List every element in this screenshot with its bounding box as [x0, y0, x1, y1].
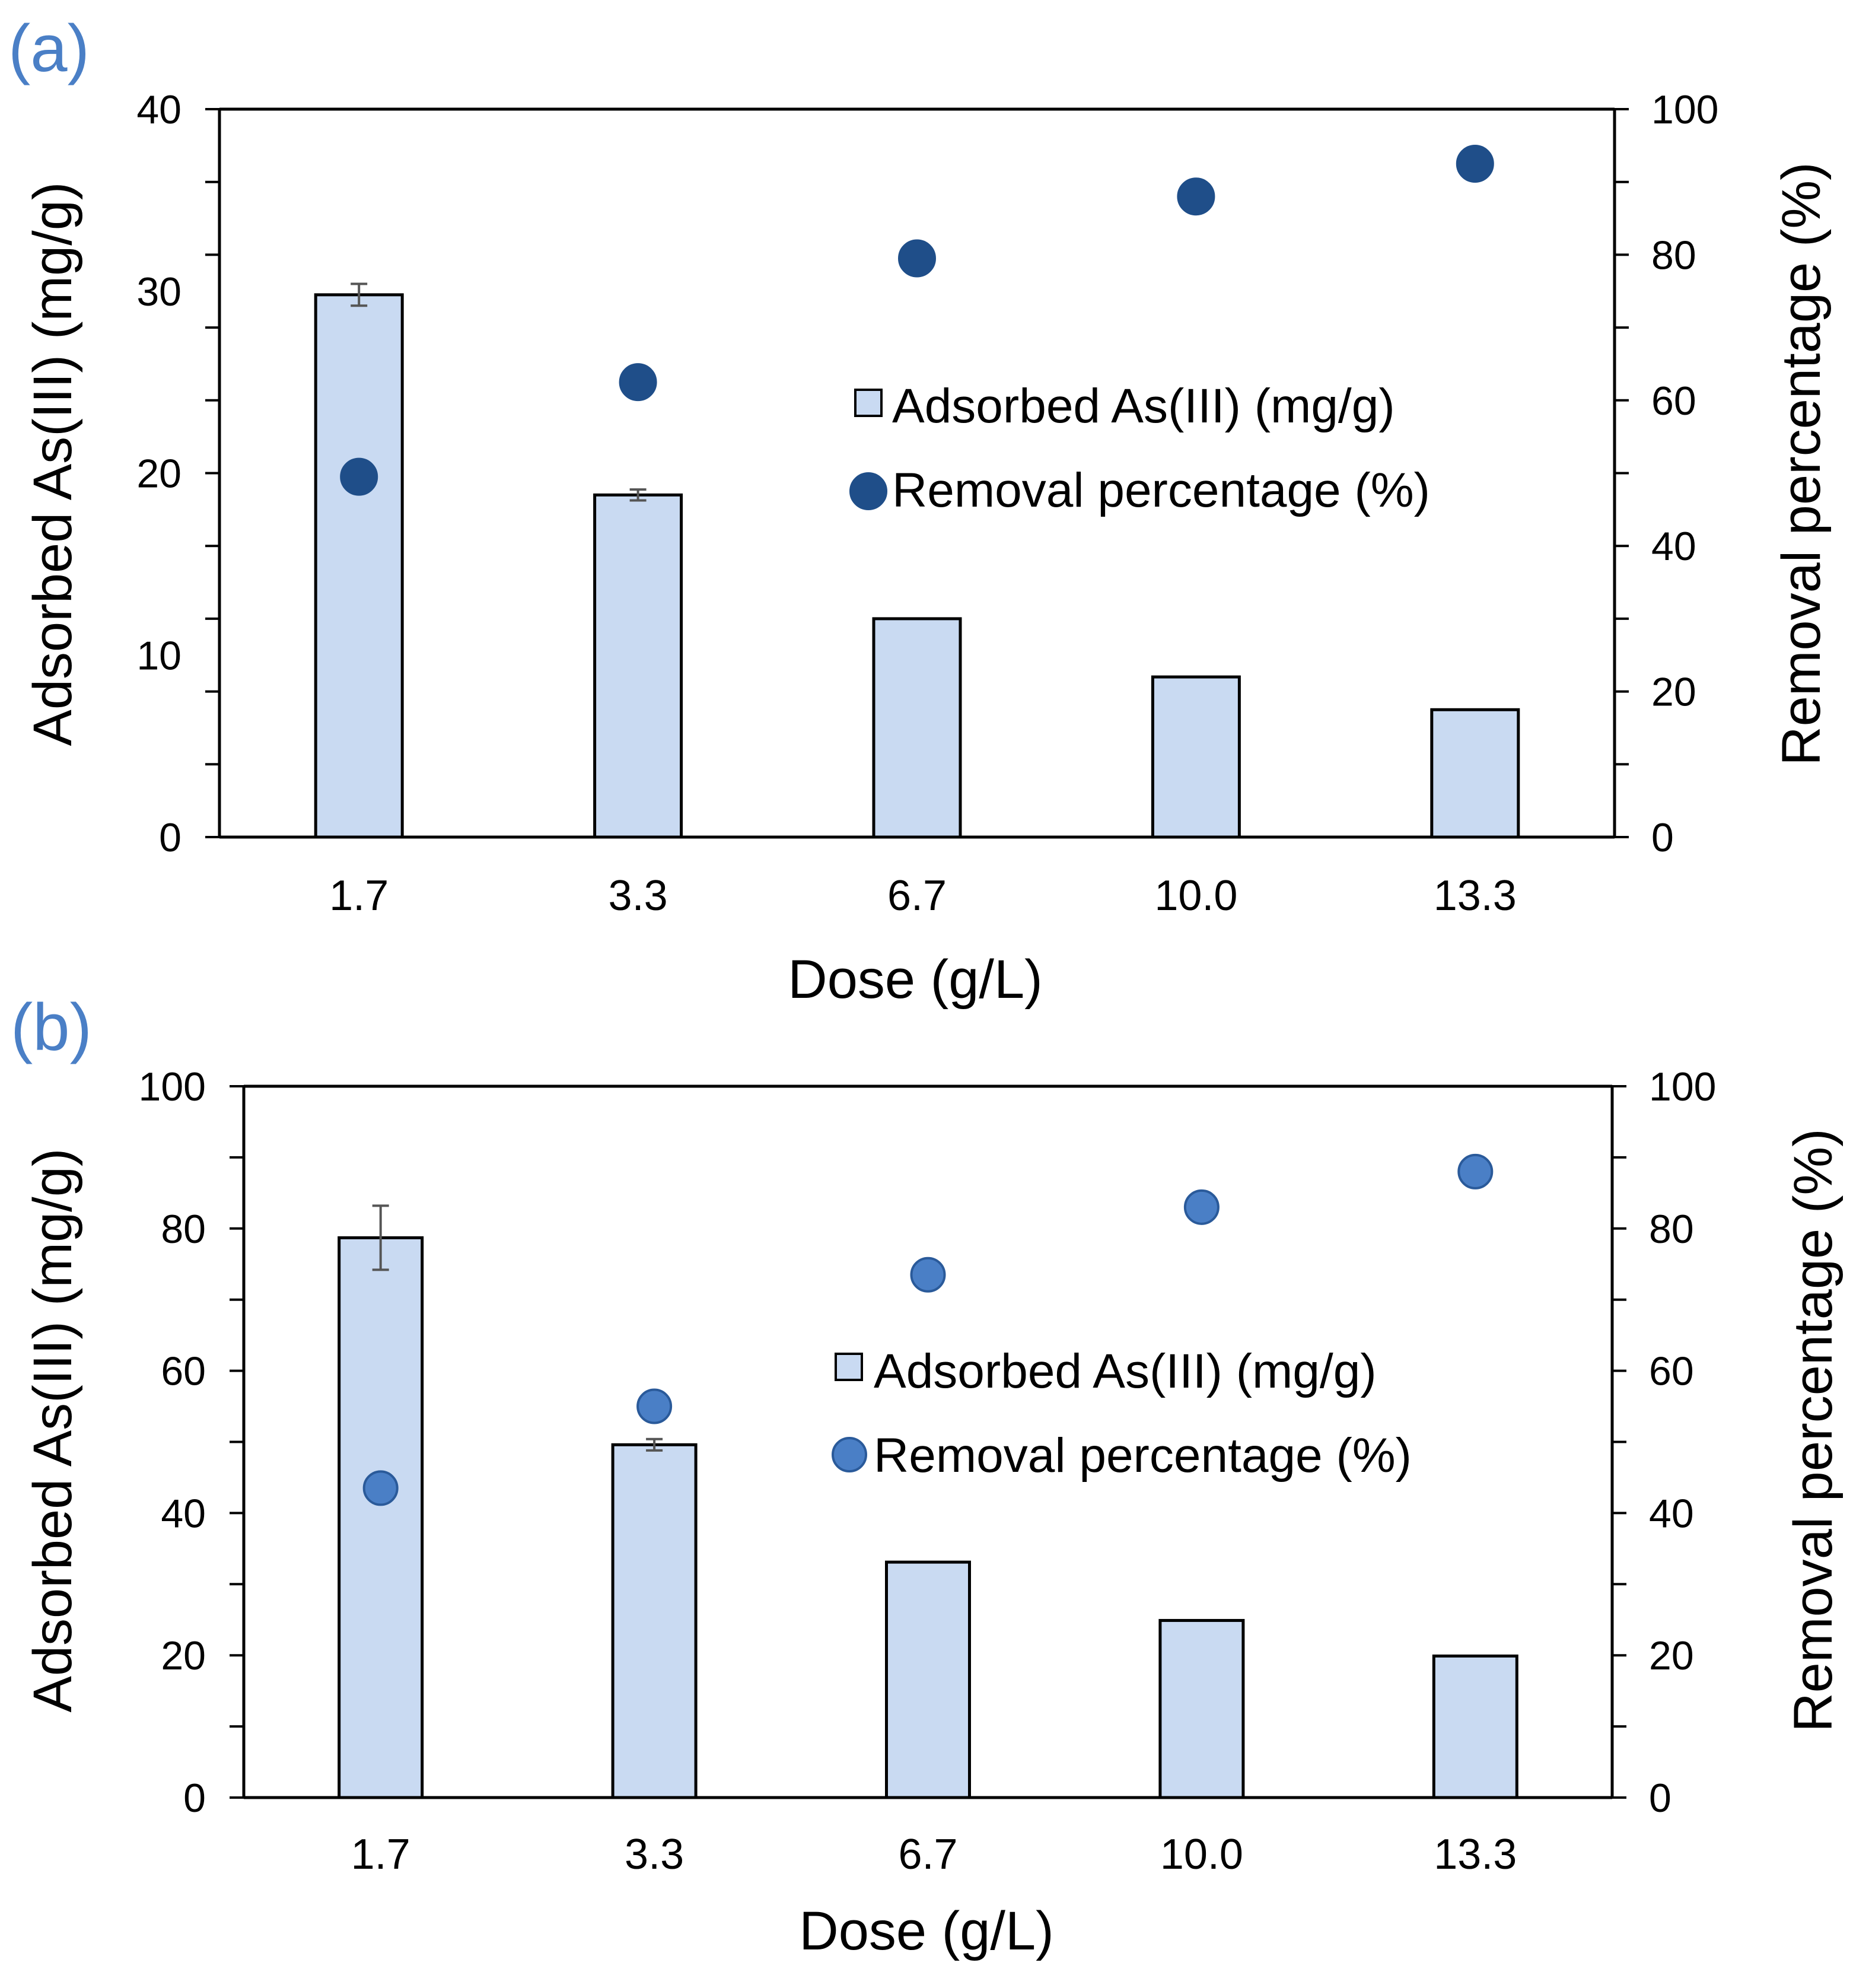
panel-a-x-tick-label-1: 3.3: [609, 872, 668, 920]
panel-a-y2-tick-label-1: 20: [1651, 670, 1696, 715]
panel-b-bar-4: [1432, 1654, 1518, 1799]
panel-b-legend-point-label: Removal percentage (%): [874, 1429, 1412, 1483]
panel-b-point-1: [636, 1388, 673, 1424]
panel-a-legend-bar-swatch: [854, 389, 883, 417]
panel-b-bar-2: [885, 1560, 971, 1799]
panel-a-bar-0: [314, 293, 404, 839]
panel-a-legend-point-swatch: [849, 472, 887, 510]
panel-a-y-tick-label-1: 10: [136, 633, 182, 678]
panel-a-point-0: [340, 457, 378, 496]
panel-b-y-tick-label-4: 80: [161, 1207, 206, 1252]
panel-a-x-tick-label-4: 13.3: [1434, 872, 1517, 920]
panel-b-point-3: [1183, 1189, 1220, 1225]
panel-b-y2-tick-label-4: 80: [1649, 1207, 1694, 1252]
panel-b-y2-tick-label-2: 40: [1649, 1491, 1694, 1536]
panel-a-bar-3: [1151, 675, 1241, 839]
panel-a-y2-tick-label-5: 100: [1651, 87, 1718, 132]
panel-a-y-tick-label-0: 0: [159, 815, 182, 860]
panel-a-point-4: [1456, 145, 1494, 183]
panel-a-y2-tick-label-2: 40: [1651, 524, 1696, 569]
panel-a-y-tick-label-2: 20: [136, 451, 182, 497]
panel-a-y2-tick-label-3: 60: [1651, 378, 1696, 424]
panel-a-y2-tick-label-0: 0: [1651, 815, 1674, 860]
panel-a-plot-area: 0 10 20 30 40 0 20 40 60 80 100 1.7 3.3 6.7 10.0 13.3 Ad…: [136, 87, 1718, 920]
panel-a-chart: (a) Adsorbed As(III) (mg/g) Removal perc…: [8, 11, 1832, 1010]
panel-a-y-tick-label-3: 30: [136, 269, 182, 314]
panel-b-x-axis-title: Dose (g/L): [799, 1901, 1054, 1961]
panel-b-point-2: [910, 1257, 946, 1293]
panel-b-y-tick-label-2: 40: [161, 1491, 206, 1536]
panel-a-x-tick-label-3: 10.0: [1154, 872, 1237, 920]
panel-a-y-axis-title: Adsorbed As(III) (mg/g): [23, 182, 83, 746]
panel-b-x-tick-label-1: 3.3: [625, 1831, 684, 1878]
panel-b-y2-tick-label-5: 100: [1649, 1064, 1716, 1109]
panel-b-bar-1: [611, 1443, 698, 1799]
panel-a-y-tick-label-4: 40: [136, 87, 182, 132]
panel-b-x-tick-label-0: 1.7: [351, 1831, 410, 1878]
panel-a-label: (a): [8, 11, 90, 85]
panel-a-y2-axis-title: Removal percentage (%): [1771, 162, 1832, 766]
panel-b-label: (b): [11, 990, 92, 1064]
panel-b-point-4: [1457, 1153, 1494, 1189]
panel-b-y2-tick-label-0: 0: [1649, 1776, 1671, 1821]
panel-b-legend-point-swatch: [832, 1437, 867, 1472]
panel-b-x-tick-label-2: 6.7: [898, 1831, 957, 1878]
panel-b-bar-3: [1158, 1618, 1245, 1799]
panel-b-bar-0: [338, 1236, 424, 1799]
panel-a-bar-2: [872, 617, 962, 839]
panel-b-y-tick-label-1: 20: [161, 1633, 206, 1678]
panel-a-point-2: [898, 239, 936, 278]
panel-b-point-0: [362, 1470, 399, 1506]
panel-b-y2-tick-label-3: 60: [1649, 1349, 1694, 1394]
panel-b-y2-axis-title: Removal percentage (%): [1783, 1128, 1844, 1732]
panel-b-legend-bar-label: Adsorbed As(III) (mg/g): [874, 1344, 1377, 1398]
panel-a-y2-tick-label-4: 80: [1651, 233, 1696, 278]
panel-b-y2-tick-label-1: 20: [1649, 1633, 1694, 1678]
panel-b-x-tick-label-4: 13.3: [1434, 1831, 1517, 1878]
panel-b-plot-area: 0 20 40 60 80 100 0 20 40 60 80 100 1.7 3.3 6.7 10.0 13.…: [139, 1064, 1717, 1878]
panel-b-y-tick-label-0: 0: [183, 1776, 206, 1821]
panel-b-x-tick-label-3: 10.0: [1160, 1831, 1243, 1878]
panel-a-bar-4: [1430, 708, 1520, 839]
panel-a-x-tick-label-0: 1.7: [329, 872, 389, 920]
panel-b-y-tick-label-5: 100: [139, 1064, 206, 1109]
panel-b-chart: (b) Adsorbed As(III) (mg/g) Removal perc…: [11, 990, 1844, 1961]
panel-a-x-axis-title: Dose (g/L): [788, 949, 1043, 1010]
panel-a-x-tick-label-2: 6.7: [887, 872, 947, 920]
panel-a-point-3: [1177, 177, 1215, 216]
panel-a-bar-1: [593, 493, 683, 839]
panel-a-legend-bar-label: Adsorbed As(III) (mg/g): [892, 379, 1395, 433]
panel-a-legend-point-label: Removal percentage (%): [892, 463, 1430, 517]
panel-a-point-1: [619, 363, 657, 402]
panel-b-legend-bar-swatch: [835, 1353, 863, 1381]
panel-b-y-tick-label-3: 60: [161, 1349, 206, 1394]
panel-b-y-axis-title: Adsorbed As(III) (mg/g): [23, 1149, 83, 1713]
